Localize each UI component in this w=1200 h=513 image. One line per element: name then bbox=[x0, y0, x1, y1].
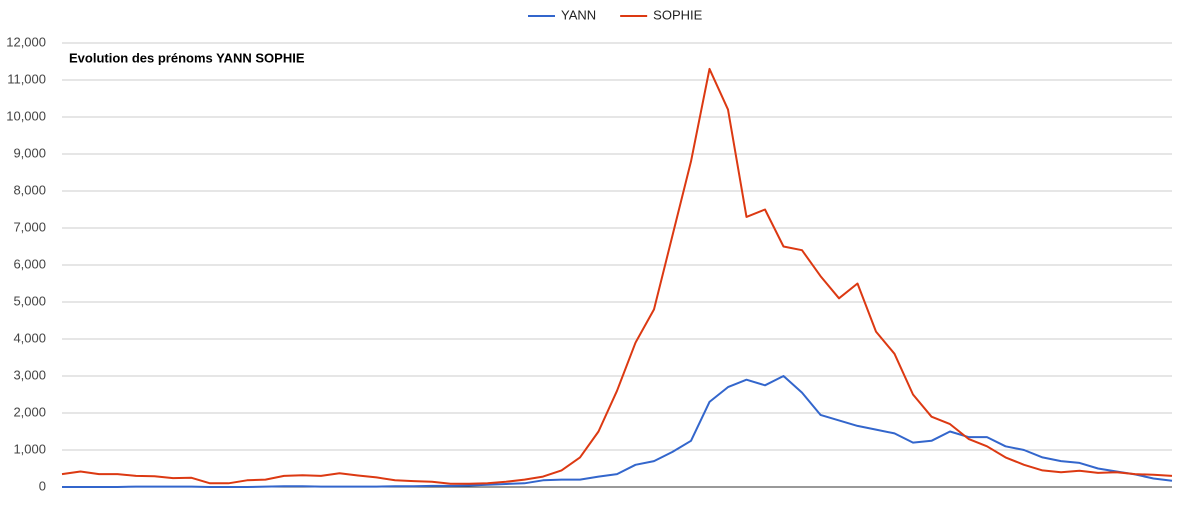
y-tick-label: 3,000 bbox=[13, 367, 46, 382]
legend-label: YANN bbox=[561, 7, 596, 22]
y-tick-label: 12,000 bbox=[6, 34, 46, 49]
y-tick-label: 0 bbox=[39, 478, 46, 493]
legend-label: SOPHIE bbox=[653, 7, 702, 22]
y-tick-label: 5,000 bbox=[13, 293, 46, 308]
y-tick-label: 7,000 bbox=[13, 219, 46, 234]
y-tick-label: 4,000 bbox=[13, 330, 46, 345]
chart-title: Evolution des prénoms YANN SOPHIE bbox=[69, 50, 305, 65]
line-series bbox=[62, 375, 1173, 488]
y-tick-label: 8,000 bbox=[13, 182, 46, 197]
y-tick-label: 11,000 bbox=[7, 71, 46, 86]
y-tick-label: 9,000 bbox=[13, 145, 46, 160]
y-tick-label: 10,000 bbox=[6, 108, 46, 123]
line-series bbox=[61, 67, 1173, 485]
plot: 0 1,000 2,000 3,000 4,000 5,000 6,000 7,000 8,00… bbox=[6, 7, 1173, 493]
y-tick-label: 1,000 bbox=[13, 441, 46, 456]
y-tick-label: 2,000 bbox=[13, 404, 46, 419]
y-tick-label: 6,000 bbox=[13, 256, 46, 271]
